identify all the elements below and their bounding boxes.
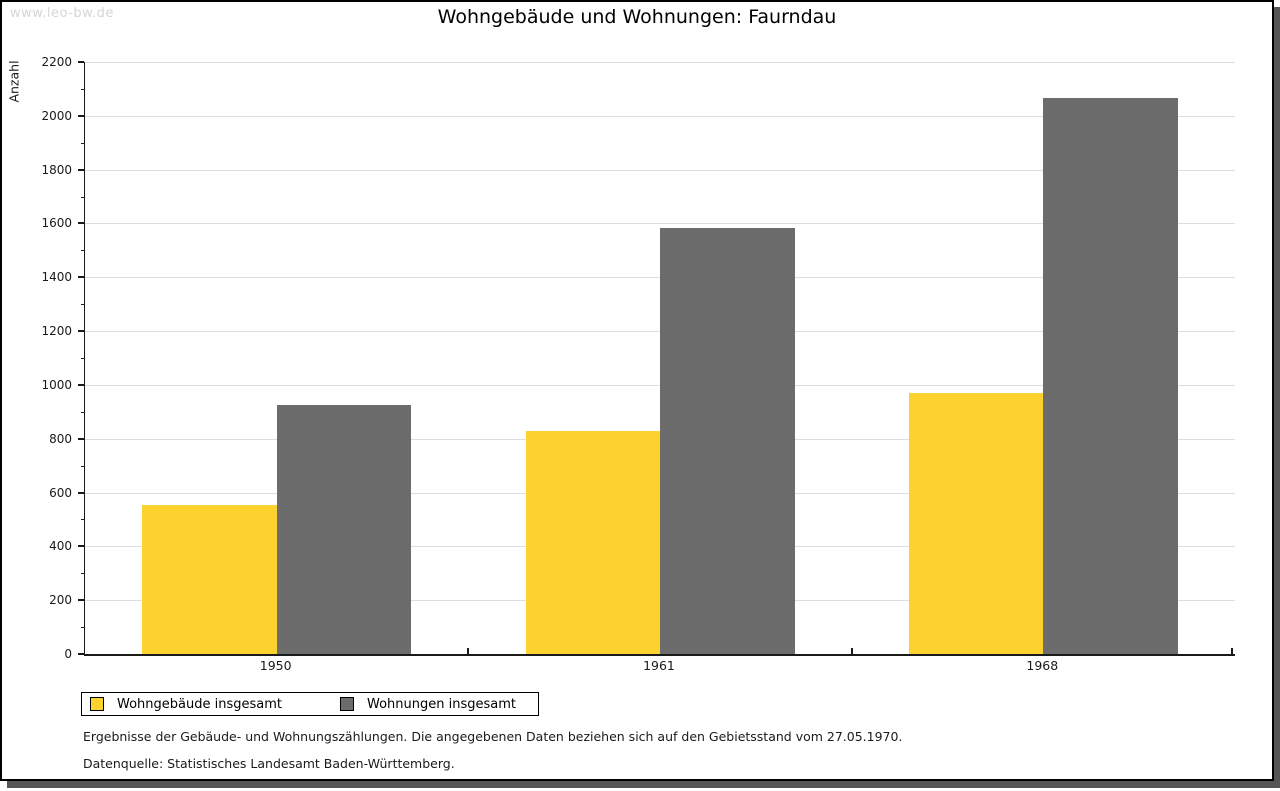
y-minor-tick [81,358,84,359]
y-tick-label: 1000 [41,377,72,392]
x-category-label: 1968 [1026,658,1059,673]
x-category-label: 1961 [643,658,675,673]
y-tick-label: 200 [49,593,72,608]
gridline [85,62,1235,63]
footnotes: Ergebnisse der Gebäude- und Wohnungszähl… [83,729,902,783]
y-minor-tick [81,88,84,90]
legend: Wohngebäude insgesamt Wohnungen insgesamt [81,692,539,716]
y-tick-label: 1200 [41,324,72,339]
y-minor-tick [81,627,84,629]
bar-series2-1961 [660,227,795,654]
bar-series1-1968 [908,392,1044,654]
x-boundary-tick [467,648,470,654]
y-tick-label: 2000 [41,108,72,123]
chart-title: Wohngebäude und Wohnungen: Faurndau [437,6,837,28]
y-minor-tick [81,142,84,144]
x-axis-labels: 1950 1961 1968 [84,658,1234,673]
y-tick [78,330,84,333]
y-tick [78,383,84,386]
footnote-gebietsstand: Ergebnisse der Gebäude- und Wohnungszähl… [83,729,903,744]
bar-series1-1961 [525,430,660,654]
gridline [85,223,1235,225]
plot-area [84,62,1235,656]
y-tick-label: 2200 [41,55,72,69]
y-tick-label: 1800 [41,162,72,177]
y-minor-tick [81,465,84,467]
y-minor-tick [81,196,84,198]
y-tick [78,276,84,279]
y-tick-label: 0 [64,647,72,661]
y-tick [78,61,84,63]
x-boundary-tick [850,648,853,654]
y-minor-tick [81,411,84,413]
footnote-datenquelle: Datenquelle: Statistisches Landesamt Bad… [83,756,455,771]
y-tick-label: 400 [49,539,72,554]
y-tick [78,653,84,655]
y-tick [78,437,84,440]
y-tick [78,168,84,171]
legend-item: Wohnungen insgesamt [340,697,516,712]
y-tick-label: 1600 [41,216,72,231]
y-minor-tick [81,304,84,306]
bar-series1-1950 [142,504,277,654]
legend-swatch [340,697,354,711]
x-category-label: 1950 [259,658,292,673]
legend-label: Wohnungen insgesamt [367,696,516,712]
bar-series2-1968 [1043,98,1178,654]
y-tick-label: 600 [49,485,72,500]
y-minor-tick [81,519,84,521]
x-boundary-tick [1231,648,1233,654]
y-tick [78,114,84,117]
legend-swatch [90,697,104,711]
y-minor-tick [81,250,84,252]
y-tick [78,491,84,494]
gridline [85,115,1235,117]
y-tick [78,545,84,548]
y-tick-label: 1400 [41,270,72,285]
y-tick-label: 800 [49,431,72,446]
y-tick [78,599,84,602]
legend-item: Wohngebäude insgesamt [90,697,282,712]
legend-label: Wohngebäude insgesamt [117,696,282,712]
y-minor-tick [81,573,84,575]
watermark: www.leo-bw.de [10,6,114,21]
y-axis: 0 200 400 600 800 1000 1200 1400 1600 1800 2000 220… [2,55,84,661]
bar-series2-1950 [276,405,412,654]
y-tick [78,222,84,225]
gridline [85,169,1235,171]
